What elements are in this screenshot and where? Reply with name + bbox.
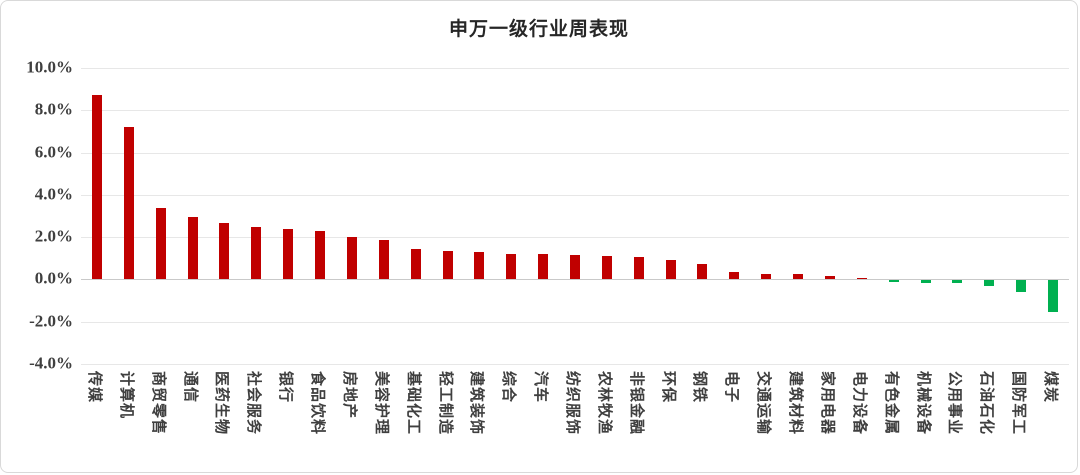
- y-axis-tick-label: 10.0%: [26, 57, 73, 77]
- bar: [952, 280, 963, 284]
- y-axis: 10.0% 8.0% 6.0% 4.0% 2.0% 0.0% -2.0% -4.0%: [1, 58, 73, 373]
- x-axis-category-label: 医药生物: [213, 371, 230, 436]
- x-axis-category-label: 煤炭: [1042, 371, 1059, 404]
- x-axis-category-label: 食品饮料: [309, 371, 326, 436]
- bar: [601, 256, 612, 280]
- bar: [697, 263, 708, 280]
- bar: [474, 251, 485, 280]
- x-axis-category-label: 非银金融: [627, 371, 644, 436]
- y-axis-tick-label: 0.0%: [34, 269, 73, 289]
- x-axis-category-label: 国防军工: [1010, 371, 1027, 436]
- bar: [1048, 280, 1059, 313]
- x-axis-category-label: 有色金属: [882, 371, 899, 436]
- x-axis-category-label: 家用电器: [818, 371, 835, 436]
- bar: [633, 257, 644, 280]
- x-axis-category-label: 汽车: [532, 371, 549, 404]
- x-axis-category-label: 轻工制造: [436, 371, 453, 436]
- y-axis-tick-label: -2.0%: [29, 311, 73, 331]
- bar: [665, 260, 676, 280]
- bar: [888, 280, 899, 283]
- bar: [315, 230, 326, 280]
- gridline: [81, 364, 1069, 365]
- bar: [251, 226, 262, 280]
- x-axis-category-label: 钢铁: [691, 371, 708, 404]
- x-axis-category-label: 电子: [723, 371, 740, 404]
- bar: [984, 280, 995, 286]
- bar: [761, 273, 772, 280]
- bar: [1016, 280, 1027, 293]
- x-axis-category-label: 建筑材料: [787, 371, 804, 436]
- bar: [219, 223, 230, 280]
- gridline: [81, 110, 1069, 112]
- bar: [346, 237, 357, 280]
- bar: [729, 272, 740, 280]
- bar: [410, 248, 421, 280]
- x-axis-category-label: 社会服务: [245, 371, 262, 436]
- x-axis-category-label: 农林牧渔: [595, 371, 612, 436]
- gridline: [81, 194, 1069, 196]
- y-axis-tick-label: 8.0%: [34, 99, 73, 119]
- x-axis-category-label: 基础化工: [404, 371, 421, 436]
- bar: [442, 250, 453, 280]
- gridline: [81, 237, 1069, 239]
- x-axis-category-label: 纺织服饰: [564, 371, 580, 436]
- x-axis-category-label: 综合: [500, 371, 517, 404]
- y-axis-tick-label: 2.0%: [34, 226, 73, 246]
- gridline: [81, 321, 1069, 323]
- bar: [155, 207, 166, 280]
- bar: [283, 228, 294, 280]
- bar: [538, 254, 549, 280]
- x-axis-category-label: 石油石化: [978, 371, 995, 436]
- y-axis-tick-label: 4.0%: [34, 184, 73, 204]
- bar: [123, 127, 134, 280]
- gridline: [81, 152, 1069, 154]
- x-axis: 传媒 计算机 商贸零售 通信 医药生物 社会服务 银行 食品饮料 房地产 美容护理 基础化工 轻工制造…: [81, 371, 1069, 472]
- gridline: [81, 68, 1069, 69]
- x-axis-category-label: 房地产: [340, 371, 357, 420]
- bar: [378, 240, 389, 280]
- x-axis-category-label: 通信: [181, 371, 198, 404]
- x-axis-category-label: 传媒: [85, 371, 102, 404]
- x-axis-category-label: 电力设备: [850, 371, 867, 436]
- x-axis-category-label: 交通运输: [755, 371, 772, 436]
- x-axis-category-label: 公用事业: [946, 371, 963, 436]
- y-axis-tick-label: 6.0%: [34, 142, 73, 162]
- chart-title: 申万一级行业周表现: [448, 19, 629, 40]
- y-axis-tick-label: -4.0%: [29, 353, 73, 373]
- bar: [920, 280, 931, 283]
- bar: [187, 217, 198, 280]
- bar: [824, 275, 835, 280]
- x-axis-category-label: 建筑装饰: [468, 371, 485, 436]
- bar: [793, 273, 804, 280]
- bar: [506, 254, 517, 280]
- x-axis-category-label: 商贸零售: [149, 371, 166, 436]
- bar: [570, 255, 580, 280]
- x-axis-category-label: 机械设备: [914, 371, 931, 436]
- x-axis-category-label: 计算机: [117, 371, 134, 420]
- x-axis-category-label: 环保: [659, 371, 676, 404]
- x-axis-category-label: 美容护理: [372, 371, 389, 436]
- bar: [856, 277, 867, 280]
- bar: [91, 95, 102, 280]
- zero-gridline: [81, 279, 1069, 281]
- x-axis-category-label: 银行: [277, 371, 294, 404]
- plot-area: [81, 68, 1069, 365]
